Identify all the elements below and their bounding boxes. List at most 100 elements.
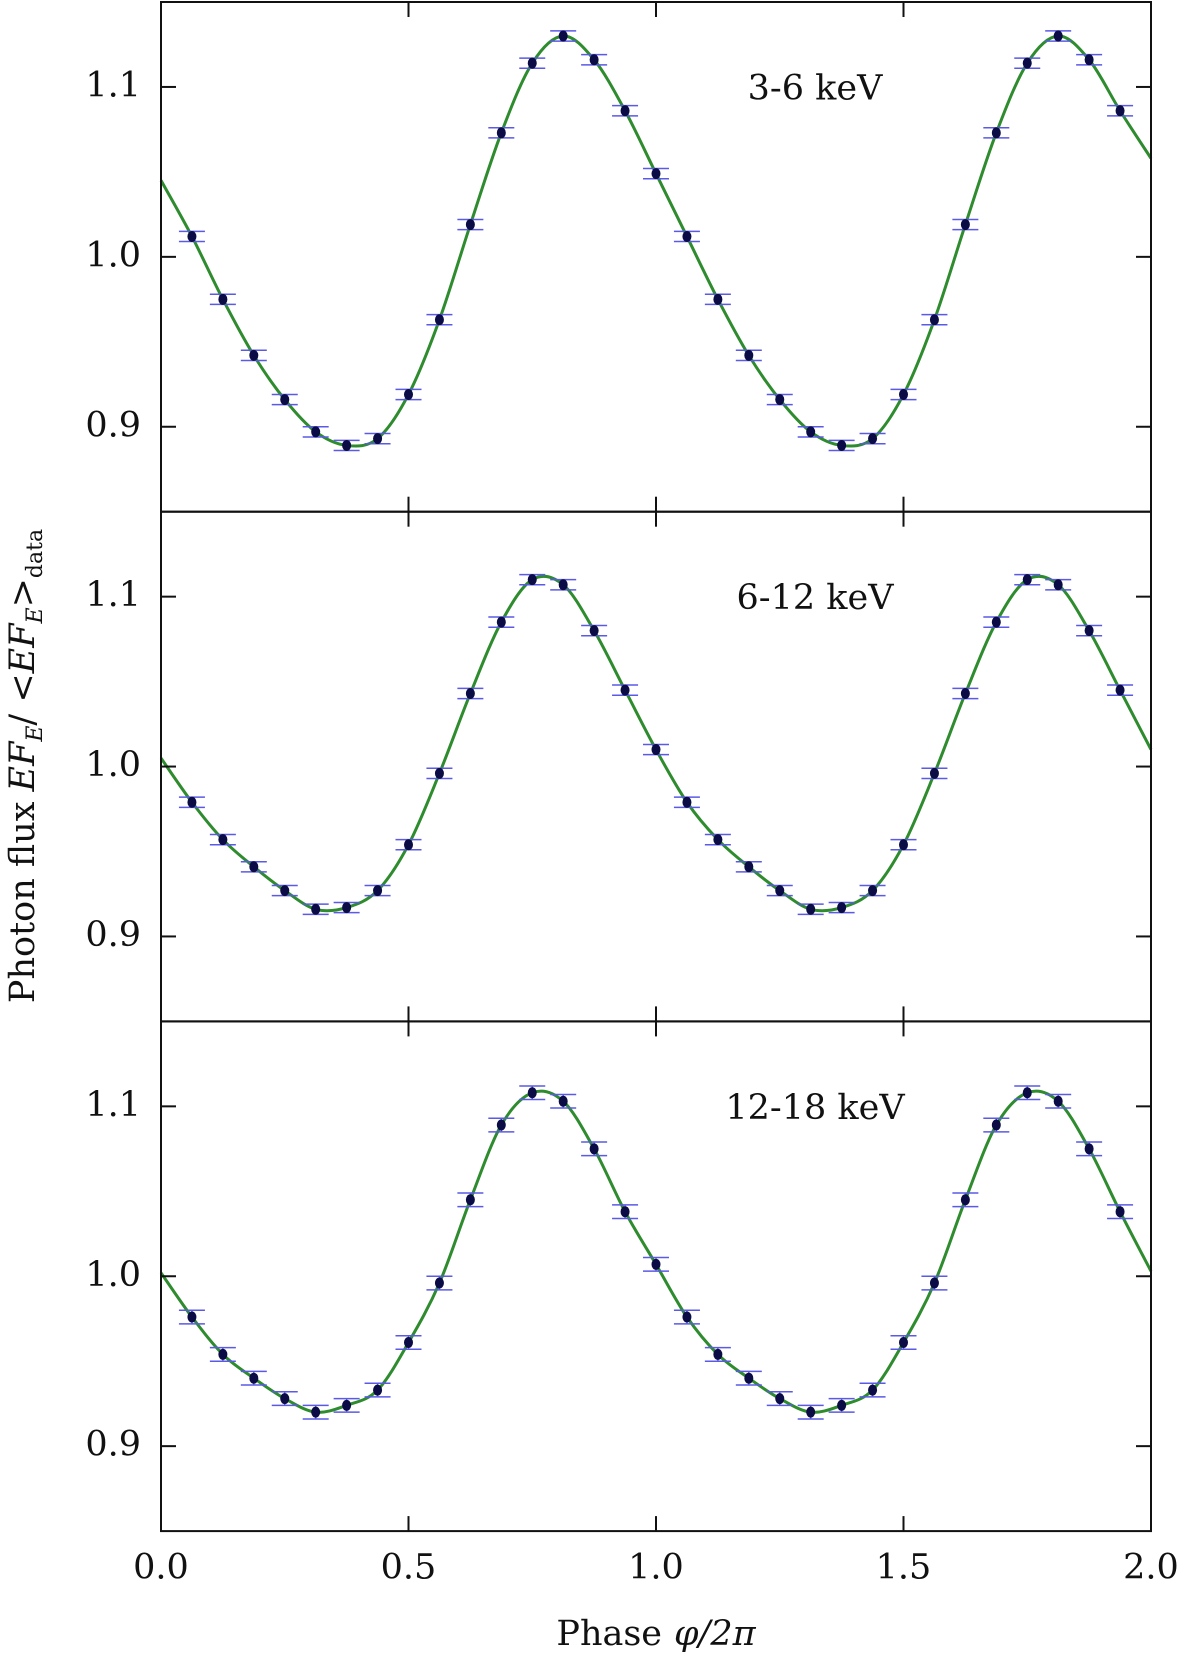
- data-point: [899, 388, 908, 400]
- y-axis-label: Photon fluxEFE/ <EFE>data: [3, 529, 48, 1003]
- data-point: [558, 30, 568, 42]
- x-tick-label: 1.0: [628, 1548, 684, 1588]
- y-label-math: EF: [3, 622, 43, 675]
- data-point: [311, 426, 321, 438]
- y-tick-label: 0.9: [85, 1425, 141, 1465]
- plot-frame: [160, 1020, 1152, 1533]
- data-point: [868, 885, 878, 897]
- annotation: 6-12 keV: [737, 578, 895, 618]
- data-point: [373, 885, 383, 897]
- data-point: [311, 903, 321, 915]
- y-tick-label: 1.0: [85, 1255, 141, 1295]
- y-tick-label: 1.1: [85, 575, 141, 615]
- data-point: [960, 1194, 970, 1206]
- data-point: [620, 684, 630, 696]
- data-point: [496, 616, 506, 628]
- data-point: [218, 834, 228, 846]
- data-point: [558, 579, 568, 591]
- y-tick-label: 1.1: [85, 65, 141, 105]
- data-point: [280, 1393, 290, 1405]
- y-label-sub: E: [23, 607, 48, 624]
- data-point: [991, 616, 1001, 628]
- data-point: [868, 1384, 878, 1396]
- data-point: [929, 1277, 939, 1289]
- y-label-math: / <: [3, 673, 43, 725]
- data-point: [434, 767, 444, 779]
- data-point: [960, 219, 970, 231]
- data-point: [1115, 684, 1125, 696]
- y-label-sub: E: [23, 726, 48, 743]
- data-point: [744, 349, 754, 361]
- y-tick-label: 1.0: [85, 745, 141, 785]
- data-point: [342, 1399, 352, 1411]
- x-tick-label: 2.0: [1123, 1548, 1179, 1588]
- data-point: [1115, 105, 1125, 117]
- data-point: [899, 839, 908, 851]
- data-point: [434, 314, 444, 326]
- data-point: [899, 1337, 908, 1349]
- plot-frame: [160, 510, 1152, 1023]
- data-point: [1084, 1143, 1094, 1155]
- data-point: [713, 293, 723, 305]
- annotation: 3-6 keV: [748, 69, 883, 109]
- data-point: [1022, 1087, 1032, 1099]
- y-label-sub: data: [23, 529, 48, 578]
- data-point: [837, 902, 847, 914]
- data-point: [589, 625, 599, 637]
- data-point: [1115, 1206, 1125, 1218]
- x-label-math: φ/2π: [674, 1614, 757, 1654]
- data-point: [527, 574, 537, 586]
- y-label-text: Photon flux: [3, 801, 43, 1003]
- data-point: [249, 1372, 259, 1384]
- data-point: [218, 1348, 228, 1360]
- data-point: [373, 433, 383, 445]
- annotation: 12-18 keV: [725, 1088, 905, 1128]
- data-point: [589, 1143, 599, 1155]
- data-point: [311, 1406, 321, 1418]
- data-point: [682, 230, 692, 242]
- data-point: [1084, 54, 1094, 66]
- y-label-math: >: [3, 578, 43, 607]
- data-point: [837, 439, 847, 451]
- data-point: [744, 1372, 754, 1384]
- model-line: [159, 1089, 1153, 1414]
- data-point: [342, 902, 352, 914]
- data-point: [373, 1384, 383, 1396]
- y-tick-label: 0.9: [85, 915, 141, 955]
- data-point: [651, 1258, 661, 1270]
- data-point: [1053, 1095, 1063, 1107]
- data-point: [404, 1337, 413, 1349]
- data-point: [775, 885, 785, 897]
- data-point: [342, 439, 352, 451]
- data-point: [744, 861, 754, 873]
- data-point: [651, 168, 661, 180]
- x-label-text: Phase: [556, 1614, 662, 1654]
- data-point: [1022, 57, 1032, 69]
- data-point: [868, 433, 878, 445]
- data-point: [187, 1311, 197, 1323]
- x-tick-label: 0.0: [133, 1548, 189, 1588]
- data-point: [404, 388, 413, 400]
- data-point: [1053, 30, 1063, 42]
- data-point: [527, 1087, 537, 1099]
- data-point: [187, 230, 197, 242]
- data-point: [434, 1277, 444, 1289]
- data-point: [806, 903, 816, 915]
- data-point: [929, 314, 939, 326]
- data-point: [496, 1119, 506, 1131]
- data-point: [929, 767, 939, 779]
- data-point: [496, 127, 506, 139]
- model-line: [159, 34, 1153, 448]
- data-point: [280, 394, 290, 406]
- y-tick-label: 1.0: [85, 235, 141, 275]
- data-point: [713, 834, 723, 846]
- y-label-math: EF: [3, 740, 43, 793]
- data-point: [991, 1119, 1001, 1131]
- data-point: [806, 1406, 816, 1418]
- data-point: [806, 426, 816, 438]
- data-point: [527, 57, 537, 69]
- data-point: [187, 796, 197, 808]
- data-point: [651, 744, 661, 756]
